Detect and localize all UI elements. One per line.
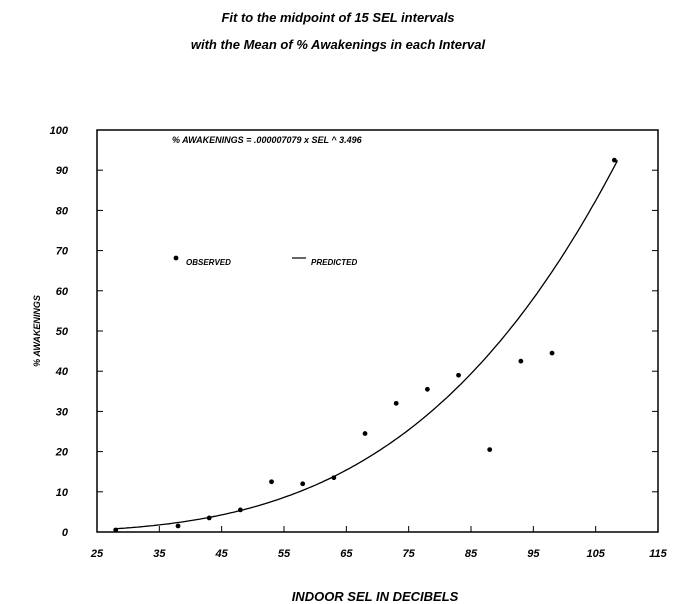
x-tick-label: 45 [215,548,229,560]
observed-point [206,515,212,521]
y-tick-label: 50 [56,326,69,338]
y-tick-label: 30 [56,406,69,418]
y-tick-label: 70 [56,246,69,258]
y-tick-label: 80 [56,205,69,217]
observed-point [518,358,524,364]
plot-frame [96,129,659,533]
legend-observed-marker [173,255,179,261]
observed-point [269,479,274,485]
legend: OBSERVED PREDICTED [173,255,357,267]
y-tick-label: 0 [62,527,69,539]
observed-point [456,372,461,378]
x-tick-label: 115 [649,548,667,560]
x-tick-label: 35 [153,548,166,560]
legend-predicted-label: PREDICTED [311,258,357,267]
x-tick-label: 55 [278,548,291,560]
observed-point [362,431,368,436]
x-tick-label: 75 [403,548,416,560]
y-tick-label: 100 [50,125,69,137]
observed-point [331,475,337,481]
observed-point [113,527,119,533]
observed-point [237,507,243,513]
x-tick-label: 95 [527,548,540,560]
equation-annotation: % AWAKENINGS = .000007079 x SEL ^ 3.496 [172,135,363,145]
x-tick-label: 25 [90,548,104,560]
x-tick-label: 105 [586,548,605,560]
chart-title-line-2: with the Mean of % Awakenings in each In… [190,37,486,52]
x-axis-label: INDOOR SEL IN DECIBELS [292,589,459,604]
x-tick-label: 85 [465,548,478,560]
y-tick-label: 60 [56,286,69,298]
observed-point [393,400,399,406]
observed-point [487,447,493,452]
legend-observed-label: OBSERVED [186,258,231,267]
observed-point [549,350,555,356]
chart-title-line-1: Fit to the midpoint of 15 SEL intervals [221,10,455,25]
y-tick-label: 40 [55,366,69,378]
y-tick-label: 90 [56,165,69,177]
observed-point [424,386,430,392]
x-tick-label: 65 [340,548,353,560]
y-tick-label: 10 [56,487,69,499]
observed-point [300,481,306,487]
predicted-curve [115,160,619,530]
y-tick-label: 20 [55,447,69,459]
observed-point [611,157,617,163]
observed-point [175,523,181,529]
y-axis-label: % AWAKENINGS [32,295,42,367]
